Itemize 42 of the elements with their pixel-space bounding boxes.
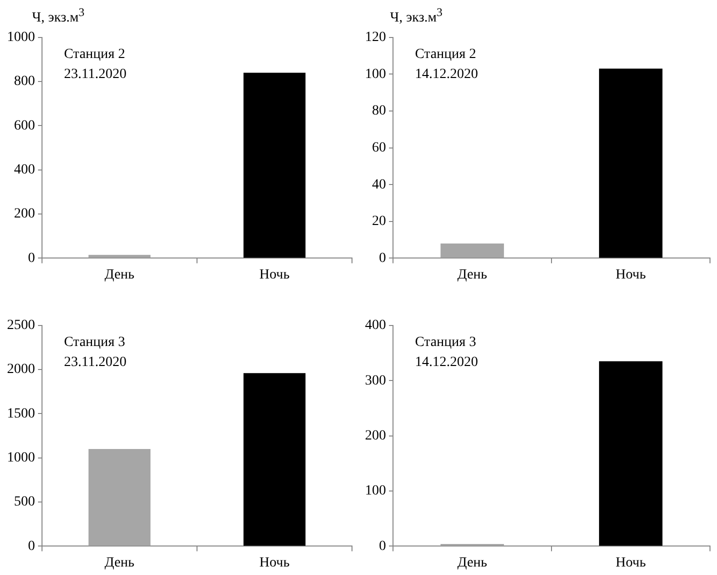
x-tick-label: Ночь [259,555,290,570]
y-tick-label: 40 [372,177,386,192]
y-tick-label: 100 [365,484,386,499]
y-tick-label: 400 [365,318,386,334]
x-tick-label: Ночь [259,267,290,282]
y-axis-title: Ч, экз.м$^{3}$ [390,6,442,27]
y-tick-label: 200 [365,428,386,444]
y-tick-label: 0 [379,538,386,554]
y-tick-label: 0 [28,250,35,266]
annotation: 23.11.2020 [64,355,126,370]
y-tick-label: 400 [14,162,35,178]
y-tick-label: 0 [379,250,386,266]
annotation: 14.12.2020 [415,355,478,370]
annotation: Станция 2 [64,47,126,62]
y-axis-title: Ч, экз.м$^{3}$ [32,6,84,27]
annotation: 23.11.2020 [64,67,126,82]
y-tick-label: 2000 [7,362,35,378]
annotation: Станция 2 [415,47,476,62]
x-tick-label: День [104,267,134,282]
y-tick-label: 2500 [7,318,35,334]
y-tick-label: 200 [14,206,35,222]
y-tick-label: 100 [365,66,386,82]
y-tick-label: 800 [14,74,35,90]
y-tick-label: 1000 [7,450,35,466]
annotation: Станция 3 [415,335,476,350]
y-tick-label: 500 [14,494,35,510]
y-tick-label: 60 [372,140,386,156]
x-tick-label: День [457,555,488,570]
x-tick-label: Ночь [616,267,646,282]
y-tick-label: 20 [372,214,386,230]
x-tick-label: Ночь [616,555,646,570]
annotation: 14.12.2020 [415,67,478,82]
y-tick-label: 1500 [7,406,35,422]
y-tick-label: 0 [28,538,35,554]
y-tick-label: 80 [372,104,386,119]
y-tick-label: 120 [365,30,386,46]
y-tick-label: 600 [14,118,35,134]
x-tick-label: День [457,267,488,282]
y-tick-label: 1000 [7,30,35,46]
y-tick-label: 300 [365,373,386,388]
x-tick-label: День [104,555,134,570]
annotation: Станция 3 [64,335,126,350]
